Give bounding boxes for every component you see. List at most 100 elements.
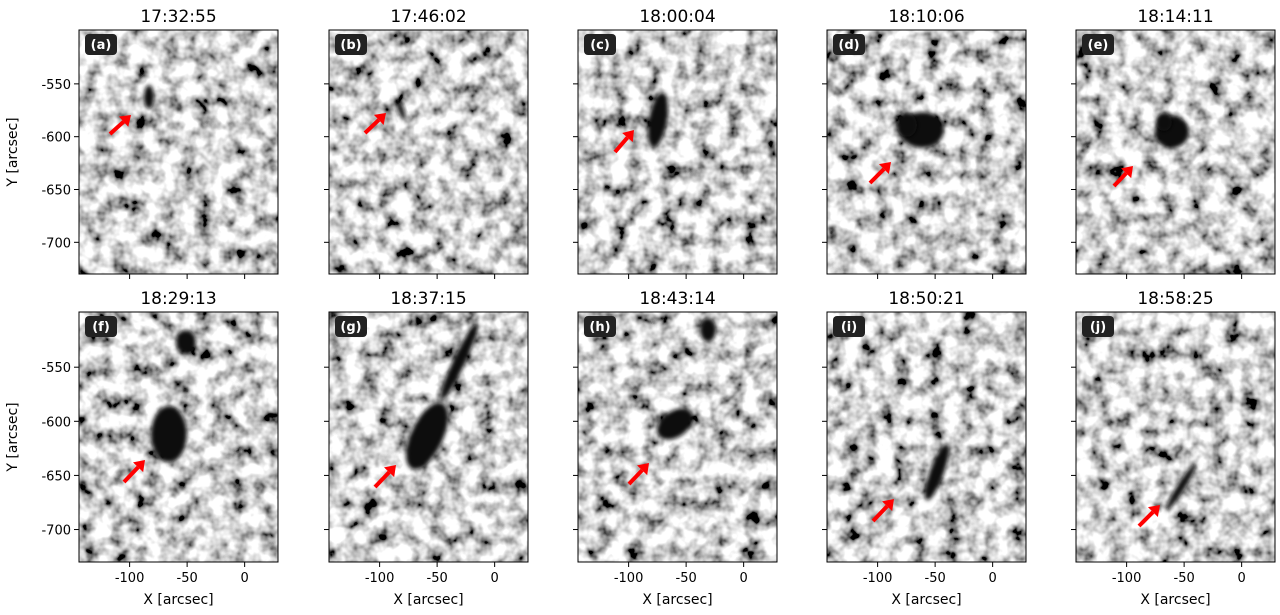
panel-frame	[577, 29, 778, 275]
x-tick-label: -50	[676, 571, 697, 586]
panel-image	[827, 312, 1026, 562]
panel-label: (d)	[838, 38, 859, 53]
y-tick-label: -650	[41, 183, 71, 198]
panel-image	[827, 30, 1026, 274]
x-axis-label: X [arcsec]	[393, 592, 463, 608]
texture	[329, 30, 528, 274]
panel-title: 18:37:15	[390, 289, 466, 309]
x-tick-label: -100	[365, 571, 395, 586]
dark-feature	[176, 330, 196, 354]
panel-frame	[826, 311, 1027, 563]
arrow-shaft	[613, 136, 629, 154]
arrow-shaft	[122, 465, 140, 484]
x-axis-label: X [arcsec]	[143, 592, 213, 608]
panel-image	[329, 30, 528, 274]
label-box	[833, 34, 865, 55]
arrow-head	[882, 499, 894, 512]
panel-frame	[328, 311, 529, 563]
x-tick-label: -50	[925, 571, 946, 586]
panel: (f) 18:29:13 -100 -50 0 -550 -600 -650 -700 X [ar…	[5, 289, 279, 608]
panel-image	[1076, 312, 1275, 562]
dark-feature	[924, 443, 950, 501]
arrow-head	[118, 115, 131, 127]
panel-image	[578, 312, 777, 562]
panel-frame	[78, 311, 279, 563]
label-box	[1082, 34, 1114, 55]
texture	[79, 30, 278, 274]
arrow-shaft	[363, 118, 381, 135]
arrow-head	[1147, 505, 1160, 518]
panel: (e) 18:14:11	[1071, 7, 1276, 279]
panel-image	[329, 312, 528, 562]
panel-image	[1076, 30, 1275, 274]
arrow-shaft	[868, 167, 886, 185]
panel-title: 18:14:11	[1137, 7, 1213, 27]
panel-label: (f)	[92, 320, 110, 335]
panel-frame	[328, 29, 529, 275]
panel: (c) 18:00:04	[573, 7, 778, 279]
texture	[827, 30, 1026, 274]
label-box	[833, 316, 865, 337]
x-tick-label: -100	[614, 571, 644, 586]
panel-frame	[577, 311, 778, 563]
y-tick-label: -550	[41, 361, 71, 376]
panel-title: 17:46:02	[390, 7, 466, 27]
x-axis-label: X [arcsec]	[891, 592, 961, 608]
panel-label: (a)	[91, 38, 112, 53]
panel: (i) 18:50:21 -100 -50 0 X [arcsec]	[822, 289, 1027, 608]
panel-frame	[826, 29, 1027, 275]
arrow-head	[1121, 166, 1133, 179]
panel-label: (c)	[590, 38, 610, 53]
y-tick-label: -700	[41, 236, 71, 251]
x-tick-label: -50	[177, 571, 198, 586]
x-axis-label: X [arcsec]	[1140, 592, 1210, 608]
panel-label: (e)	[1088, 38, 1109, 53]
panel-label: (j)	[1090, 320, 1106, 335]
y-tick-label: -700	[41, 524, 71, 539]
panel-label: (h)	[589, 320, 610, 335]
arrow-head	[878, 162, 891, 175]
panel: (g) 18:37:15 -100 -50 0 X [arcsec]	[324, 289, 529, 608]
y-tick-label: -600	[41, 131, 71, 146]
panel-image	[79, 30, 278, 274]
panel-label: (g)	[340, 320, 361, 335]
dark-feature	[1165, 463, 1197, 511]
panel-frame	[1075, 311, 1276, 563]
arrow-head	[373, 113, 386, 125]
panel-frame	[1075, 29, 1276, 275]
x-tick-label: 0	[1238, 571, 1246, 586]
label-box	[584, 34, 616, 55]
panel-title: 18:50:21	[888, 289, 964, 309]
y-axis-label: Y [arcsec]	[5, 402, 21, 472]
dark-feature	[647, 92, 669, 148]
dark-feature	[396, 99, 406, 121]
panel-title: 18:43:14	[639, 289, 715, 309]
x-tick-label: 0	[491, 571, 499, 586]
panel-image	[578, 30, 777, 274]
label-box	[584, 316, 616, 337]
dark-feature	[440, 323, 478, 401]
x-tick-label: -100	[115, 571, 145, 586]
arrow-shaft	[871, 504, 889, 523]
texture	[578, 30, 777, 274]
dark-feature	[700, 318, 716, 342]
y-tick-label: -550	[41, 78, 71, 93]
arrow-shaft	[108, 120, 125, 136]
dark-feature	[1156, 113, 1172, 131]
arrow-head	[622, 130, 634, 143]
label-box	[335, 316, 367, 337]
panel-image	[79, 312, 278, 562]
panel: (a) 17:32:55 -550 -600 -650 -700 Y [arcsec]	[5, 7, 279, 279]
dark-feature	[405, 402, 449, 470]
texture	[1076, 312, 1275, 562]
x-axis-label: X [arcsec]	[642, 592, 712, 608]
x-tick-label: -50	[427, 571, 448, 586]
label-box	[335, 34, 367, 55]
label-box	[1082, 316, 1114, 337]
texture	[1076, 30, 1275, 274]
x-tick-label: 0	[241, 571, 249, 586]
panel-title: 18:58:25	[1137, 289, 1213, 309]
arrow-head	[384, 465, 396, 478]
